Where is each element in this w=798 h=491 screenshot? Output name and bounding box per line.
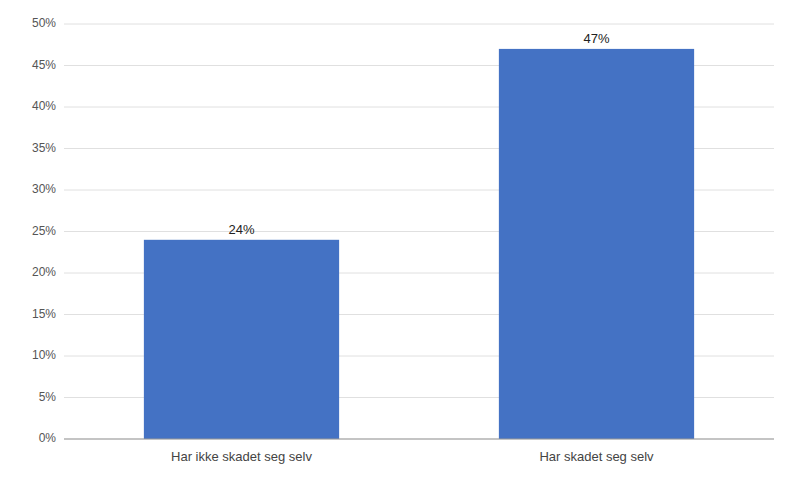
x-axis-line [64, 439, 774, 440]
x-axis: Har ikke skadet seg selv Har skadet seg s… [171, 449, 654, 464]
y-tick-label: 50% [32, 16, 56, 30]
y-tick-label: 0% [39, 431, 57, 445]
bar [144, 240, 339, 439]
y-tick-label: 45% [32, 58, 56, 72]
y-tick-label: 5% [39, 390, 57, 404]
x-tick-label: Har skadet seg selv [539, 449, 654, 464]
y-tick-label: 25% [32, 224, 56, 238]
bars [144, 49, 694, 439]
grid-line [64, 24, 774, 25]
y-tick-label: 30% [32, 182, 56, 196]
data-labels: 24% 47% [228, 31, 609, 237]
chart-svg: 0% 5% 10% 15% 20% 25% 30% 35% 40% 45% 50% 24% 47% Har… [0, 0, 798, 491]
data-label: 24% [228, 222, 254, 237]
y-tick-label: 35% [32, 141, 56, 155]
y-tick-label: 20% [32, 265, 56, 279]
grid [64, 24, 774, 439]
grid-line [64, 439, 774, 440]
y-tick-label: 15% [32, 307, 56, 321]
y-tick-label: 40% [32, 99, 56, 113]
y-tick-label: 10% [32, 348, 56, 362]
y-axis: 0% 5% 10% 15% 20% 25% 30% 35% 40% 45% 50% [32, 16, 56, 445]
x-tick-label: Har ikke skadet seg selv [171, 449, 312, 464]
chart-container: 0% 5% 10% 15% 20% 25% 30% 35% 40% 45% 50% 24% 47% Har… [0, 0, 798, 491]
bar [499, 49, 694, 439]
data-label: 47% [583, 31, 609, 46]
